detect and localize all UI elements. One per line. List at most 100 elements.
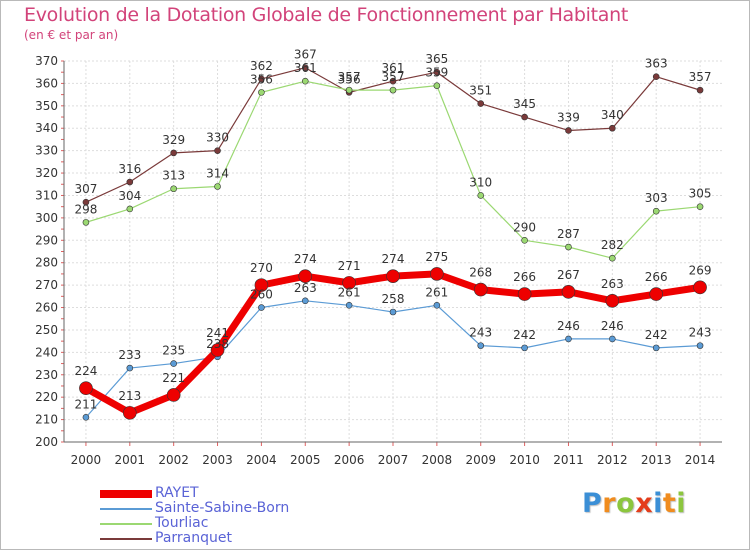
data-label-sainte-sabine-born: 246 <box>601 319 624 333</box>
data-point-parranquet <box>609 124 616 132</box>
data-label-parranquet: 345 <box>513 97 536 111</box>
data-label-tourliac: 303 <box>645 191 668 205</box>
data-point-tourliac <box>477 192 485 199</box>
data-point-sainte-sabine-born <box>477 342 485 349</box>
data-point-sainte-sabine-born <box>345 301 353 309</box>
data-point-tourliac <box>301 77 309 85</box>
x-tick-label: 2005 <box>290 453 321 467</box>
data-label-rayet: 271 <box>338 259 361 273</box>
y-tick-label: 340 <box>35 121 58 135</box>
y-tick-label: 270 <box>35 278 58 292</box>
data-label-sainte-sabine-born: 243 <box>689 326 712 340</box>
y-tick-label: 300 <box>35 211 58 225</box>
data-point-rayet <box>210 343 225 357</box>
x-tick-label: 2014 <box>685 453 716 467</box>
data-label-parranquet: 339 <box>557 110 580 124</box>
data-label-tourliac: 359 <box>425 66 448 80</box>
data-label-parranquet: 362 <box>250 59 273 73</box>
data-point-rayet <box>254 278 269 292</box>
data-label-tourliac: 305 <box>689 187 712 201</box>
data-point-tourliac <box>565 243 572 251</box>
data-label-tourliac: 298 <box>74 202 97 216</box>
data-label-sainte-sabine-born: 263 <box>294 281 317 295</box>
data-label-rayet: 266 <box>645 270 668 284</box>
legend-swatch-sainte-sabine-born <box>100 507 152 510</box>
data-label-rayet: 268 <box>469 266 492 280</box>
data-label-rayet: 274 <box>382 252 405 266</box>
data-label-rayet: 241 <box>206 326 229 340</box>
x-tick-label: 2008 <box>422 453 453 467</box>
data-point-sainte-sabine-born <box>521 344 528 352</box>
data-point-parranquet <box>214 147 221 154</box>
data-label-parranquet: 340 <box>601 108 624 122</box>
data-point-rayet <box>430 267 444 281</box>
data-label-tourliac: 361 <box>294 61 317 75</box>
logo-letter: o <box>616 488 636 519</box>
data-label-parranquet: 365 <box>425 52 448 66</box>
data-label-parranquet: 367 <box>294 48 317 62</box>
data-point-rayet <box>123 406 137 420</box>
data-point-tourliac <box>609 254 616 262</box>
legend-swatch-rayet <box>100 489 152 498</box>
x-tick-label: 2004 <box>246 453 277 467</box>
data-label-sainte-sabine-born: 258 <box>382 292 405 306</box>
y-tick-label: 310 <box>35 188 58 202</box>
data-point-tourliac <box>82 219 90 226</box>
data-point-sainte-sabine-born <box>301 297 309 305</box>
x-tick-label: 2006 <box>334 453 365 467</box>
data-point-tourliac <box>126 205 134 213</box>
y-tick-label: 330 <box>35 144 58 158</box>
data-point-sainte-sabine-born <box>170 360 177 367</box>
x-tick-label: 2011 <box>553 453 584 467</box>
data-point-tourliac <box>389 86 397 94</box>
data-label-parranquet: 307 <box>74 182 97 196</box>
data-label-sainte-sabine-born: 235 <box>162 344 185 358</box>
data-point-rayet <box>473 282 488 297</box>
data-point-parranquet <box>696 86 704 94</box>
y-tick-label: 260 <box>35 301 58 315</box>
data-point-sainte-sabine-born <box>652 344 660 352</box>
data-point-sainte-sabine-born <box>82 414 90 421</box>
data-point-rayet <box>342 276 356 290</box>
data-point-tourliac <box>696 203 704 210</box>
data-point-rayet <box>298 269 313 283</box>
data-label-sainte-sabine-born: 243 <box>469 326 492 340</box>
logo-letter: r <box>602 488 617 519</box>
data-label-sainte-sabine-born: 233 <box>118 348 141 362</box>
data-label-tourliac: 310 <box>469 175 492 189</box>
data-label-tourliac: 313 <box>162 169 185 183</box>
y-tick-label: 350 <box>35 99 58 113</box>
proxiti-logo: Proxiti <box>582 488 686 519</box>
logo-letter: i <box>676 488 687 519</box>
data-point-sainte-sabine-born <box>258 304 265 311</box>
data-label-rayet: 266 <box>513 270 536 284</box>
x-tick-label: 2012 <box>597 453 628 467</box>
y-tick-label: 200 <box>35 435 58 449</box>
data-point-tourliac <box>345 86 353 94</box>
data-label-tourliac: 356 <box>250 72 273 86</box>
data-label-rayet: 275 <box>425 250 448 264</box>
data-label-sainte-sabine-born: 246 <box>557 319 580 333</box>
data-label-rayet: 263 <box>601 277 624 291</box>
data-point-rayet <box>693 280 707 295</box>
data-label-rayet: 270 <box>250 261 273 275</box>
x-tick-label: 2002 <box>158 453 189 467</box>
logo-letter: x <box>635 488 654 519</box>
data-label-rayet: 274 <box>294 252 317 266</box>
legend-label-tourliac: Tourliac <box>155 515 209 531</box>
data-label-tourliac: 304 <box>118 189 141 203</box>
y-tick-label: 290 <box>35 233 58 247</box>
data-point-parranquet <box>521 113 528 121</box>
data-point-sainte-sabine-born <box>565 335 572 343</box>
data-label-sainte-sabine-born: 242 <box>513 328 536 342</box>
data-label-parranquet: 329 <box>162 133 185 147</box>
data-label-sainte-sabine-born: 261 <box>338 285 361 299</box>
data-point-tourliac <box>214 183 221 190</box>
data-label-sainte-sabine-born: 211 <box>74 397 97 411</box>
data-label-sainte-sabine-born: 242 <box>645 328 668 342</box>
y-tick-label: 320 <box>35 166 58 180</box>
data-point-rayet <box>517 287 532 301</box>
data-point-parranquet <box>433 68 441 76</box>
data-label-parranquet: 330 <box>206 131 229 145</box>
chart-subtitle: (en € et par an) <box>24 28 119 42</box>
